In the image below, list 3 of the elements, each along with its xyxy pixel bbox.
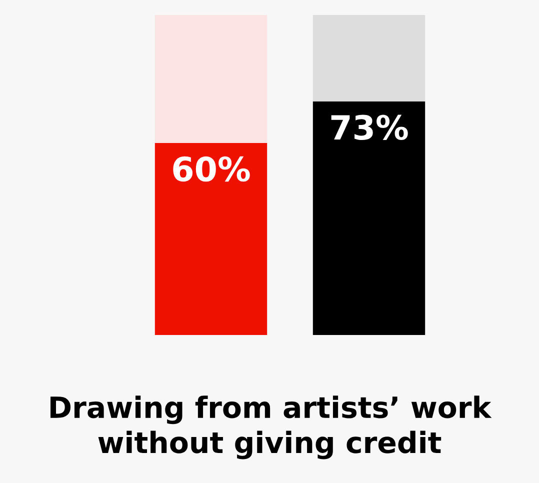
text: Drawing from artists’ work without giving credit — [50, 396, 492, 460]
data-label: 60% — [173, 156, 250, 182]
data-label: 73% — [331, 114, 408, 140]
